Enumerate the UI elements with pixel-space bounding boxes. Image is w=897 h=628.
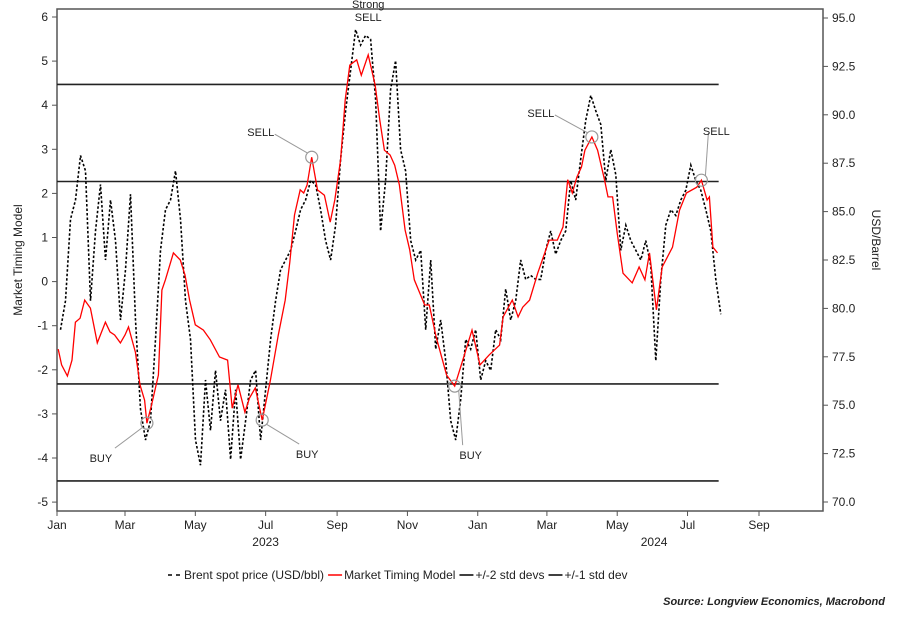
market-timing-model-line <box>57 52 719 424</box>
annotation-label: SELL <box>527 108 554 120</box>
right-tick-label: 87.5 <box>832 156 856 170</box>
legend-label: Market Timing Model <box>344 568 455 582</box>
right-tick-label: 92.5 <box>832 59 856 73</box>
left-tick-label: -4 <box>37 451 48 465</box>
x-tick-label: Jul <box>680 518 695 532</box>
annotation-label: Strong <box>352 0 384 11</box>
x-tick-label: May <box>606 518 629 532</box>
left-tick-label: -2 <box>37 363 48 377</box>
left-tick-label: 1 <box>41 231 48 245</box>
annotation-leader-line <box>704 133 709 177</box>
x-tick-label: Nov <box>397 518 418 532</box>
annotation-label: SELL <box>355 12 382 24</box>
year-label: 2023 <box>252 535 279 549</box>
right-tick-label: 82.5 <box>832 253 856 267</box>
annotation-leader-line <box>114 426 144 449</box>
left-tick-label: 5 <box>41 54 48 68</box>
right-axis-label: USD/Barrel <box>869 210 883 271</box>
x-tick-label: Sep <box>748 518 770 532</box>
left-tick-label: -5 <box>37 495 48 509</box>
left-tick-label: 6 <box>41 10 48 24</box>
x-tick-label: Mar <box>115 518 136 532</box>
right-tick-label: 72.5 <box>832 447 856 461</box>
x-tick-label: Sep <box>326 518 348 532</box>
left-tick-label: -1 <box>37 319 48 333</box>
legend-label: +/-1 std dev <box>564 568 627 582</box>
annotation-leader-line <box>274 133 308 154</box>
right-tick-label: 75.0 <box>832 398 856 412</box>
annotation-label: BUY <box>90 453 113 465</box>
left-tick-label: 4 <box>41 98 48 112</box>
signal-circle <box>305 150 319 164</box>
signal-circle <box>694 173 708 187</box>
annotation-leader-line <box>458 390 464 446</box>
x-tick-label: Jul <box>258 518 273 532</box>
x-tick-label: Jan <box>468 518 487 532</box>
annotation-label: SELL <box>703 126 730 138</box>
right-tick-label: 90.0 <box>832 108 856 122</box>
brent-price-line <box>59 29 722 466</box>
left-tick-label: 0 <box>41 275 48 289</box>
annotation-leader-line <box>554 114 589 134</box>
signal-circle <box>140 416 154 430</box>
right-tick-label: 85.0 <box>832 205 856 219</box>
year-label: 2024 <box>641 535 668 549</box>
right-tick-label: 77.5 <box>832 350 856 364</box>
legend: Brent spot price (USD/bbl) Market Timing … <box>168 568 628 582</box>
left-axis-label: Market Timing Model <box>11 204 25 315</box>
signal-circle <box>255 413 269 427</box>
left-tick-label: 3 <box>41 142 48 156</box>
legend-label: Brent spot price (USD/bbl) <box>184 568 324 582</box>
left-tick-label: -3 <box>37 407 48 421</box>
source-note: Source: Longview Economics, Macrobond <box>663 596 885 608</box>
x-tick-label: Jan <box>47 518 66 532</box>
right-tick-label: 80.0 <box>832 301 856 315</box>
x-tick-label: May <box>184 518 207 532</box>
annotation-label: BUY <box>296 449 319 461</box>
right-tick-label: 70.0 <box>832 495 856 509</box>
x-tick-label: Mar <box>537 518 558 532</box>
right-tick-label: 95.0 <box>832 11 856 25</box>
legend-label: +/-2 std devs <box>475 568 544 582</box>
annotation-label: BUY <box>459 450 482 462</box>
signal-circle <box>585 130 599 144</box>
left-tick-label: 2 <box>41 186 48 200</box>
signal-circle <box>448 379 462 393</box>
annotation-label: SELL <box>247 127 274 139</box>
annotation-leader-line <box>265 423 300 445</box>
